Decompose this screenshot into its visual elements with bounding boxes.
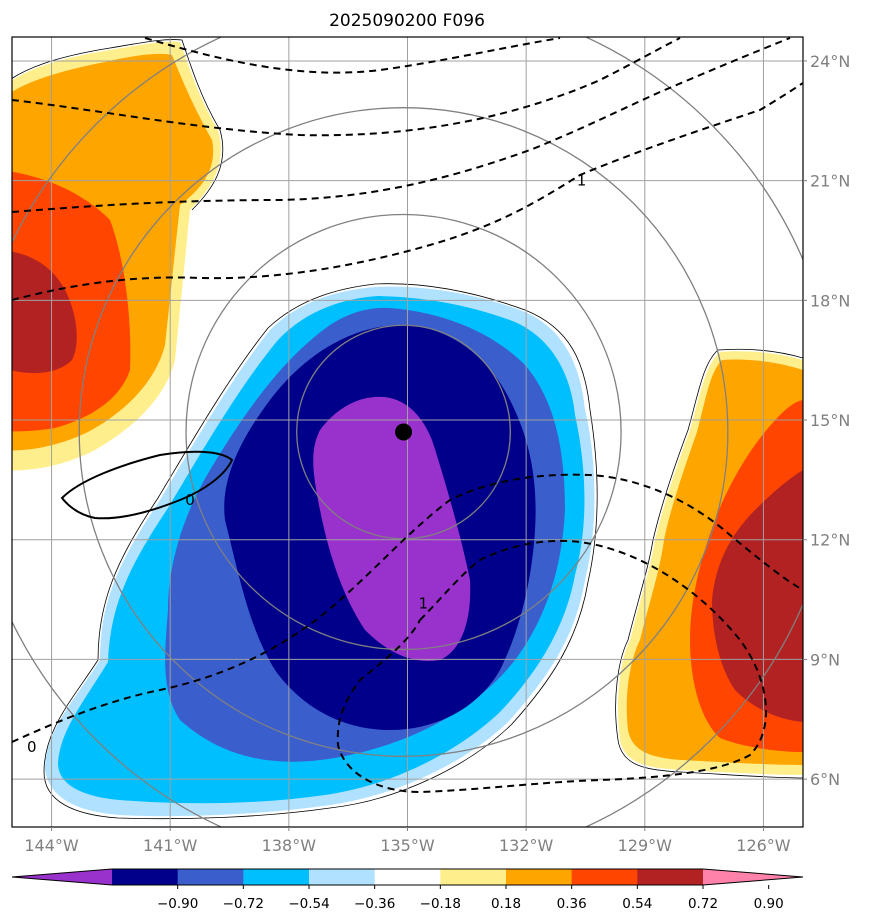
lat-label-1: 21°N <box>810 172 850 191</box>
colorbar-label-1: −0.72 <box>223 896 264 912</box>
graticule <box>12 37 803 827</box>
range-rings <box>12 37 803 827</box>
colorbar-segment-2 <box>243 869 310 885</box>
anomaly-fill-dark-violet <box>313 396 471 661</box>
contour-dashed-zero <box>12 473 803 743</box>
lat-label-6: 6°N <box>810 770 840 789</box>
contour-dashed-one <box>336 539 767 794</box>
anomaly-outline-east <box>615 348 803 779</box>
latitude-labels: 24°N 21°N 18°N 15°N 12°N 9°N 6°N <box>803 52 850 789</box>
contour-dashed-top-2 <box>12 37 681 137</box>
colorbar-label-0: −0.90 <box>157 896 198 912</box>
lat-label-2: 18°N <box>810 291 850 310</box>
range-ring-2 <box>78 107 729 757</box>
colorbar-label-7: 0.54 <box>622 896 652 912</box>
lon-label-4: 132°W <box>499 836 554 855</box>
colorbar-segment-8 <box>637 869 704 885</box>
colorbar-extend-low <box>12 869 112 885</box>
colorbar-label-4: −0.18 <box>420 896 461 912</box>
lon-label-2: 138°W <box>262 836 317 855</box>
range-ring-1 <box>185 213 622 651</box>
contour-labels: 1 0 0 1 <box>27 172 587 757</box>
contour-label-3: 1 <box>419 595 429 613</box>
colorbar-label-9: 0.90 <box>754 896 784 912</box>
colorbar: −0.90 −0.72 −0.54 −0.36 −0.18 0.18 0.36 0.54 0.7… <box>11 868 804 912</box>
lon-label-3: 135°W <box>380 836 435 855</box>
colorbar-label-6: 0.36 <box>557 896 587 912</box>
anomaly-outline-west <box>12 39 224 211</box>
contour-label-1: 0 <box>185 491 195 509</box>
lat-label-3: 15°N <box>810 411 850 430</box>
figure-title: 2025090200 F096 <box>329 11 485 31</box>
colorbar-label-2: −0.54 <box>288 896 329 912</box>
contour-dashed-top-3 <box>12 37 791 213</box>
colorbar-label-8: 0.72 <box>688 896 718 912</box>
contour-label-2: 0 <box>27 738 37 756</box>
colorbar-outline <box>11 868 804 886</box>
lat-label-5: 9°N <box>810 650 840 669</box>
colorbar-segment-7 <box>571 869 638 885</box>
colorbar-segment-6 <box>506 869 573 885</box>
colorbar-segment-4 <box>374 869 441 885</box>
colorbar-segment-1 <box>177 869 244 885</box>
lat-label-4: 12°N <box>810 531 850 550</box>
colorbar-segment-5 <box>440 869 507 885</box>
colorbar-segment-0 <box>112 869 179 885</box>
map-area: 1 0 0 1 <box>12 37 803 827</box>
contour-dashed-top-1 <box>144 37 561 74</box>
anomaly-outline <box>43 283 598 820</box>
anomaly-fill-firebrick <box>12 251 77 374</box>
colorbar-segment-3 <box>309 869 376 885</box>
storm-center-marker <box>395 423 413 441</box>
positive-anomaly-west <box>12 39 224 471</box>
lon-label-0: 144°W <box>24 836 79 855</box>
contour-solid-zero <box>60 450 234 520</box>
contour-lines <box>12 37 803 794</box>
lon-label-1: 141°W <box>143 836 198 855</box>
contour-label-0: 1 <box>577 172 587 190</box>
lon-label-6: 126°W <box>736 836 791 855</box>
lon-label-5: 129°W <box>618 836 673 855</box>
colorbar-label-5: 0.18 <box>491 896 521 912</box>
longitude-labels: 144°W 141°W 138°W 135°W 132°W 129°W 126°W <box>24 827 791 855</box>
colorbar-label-3: −0.36 <box>354 896 395 912</box>
contour-dashed-top-4 <box>12 81 803 301</box>
colorbar-extend-high <box>703 869 803 885</box>
lat-label-0: 24°N <box>810 52 850 71</box>
